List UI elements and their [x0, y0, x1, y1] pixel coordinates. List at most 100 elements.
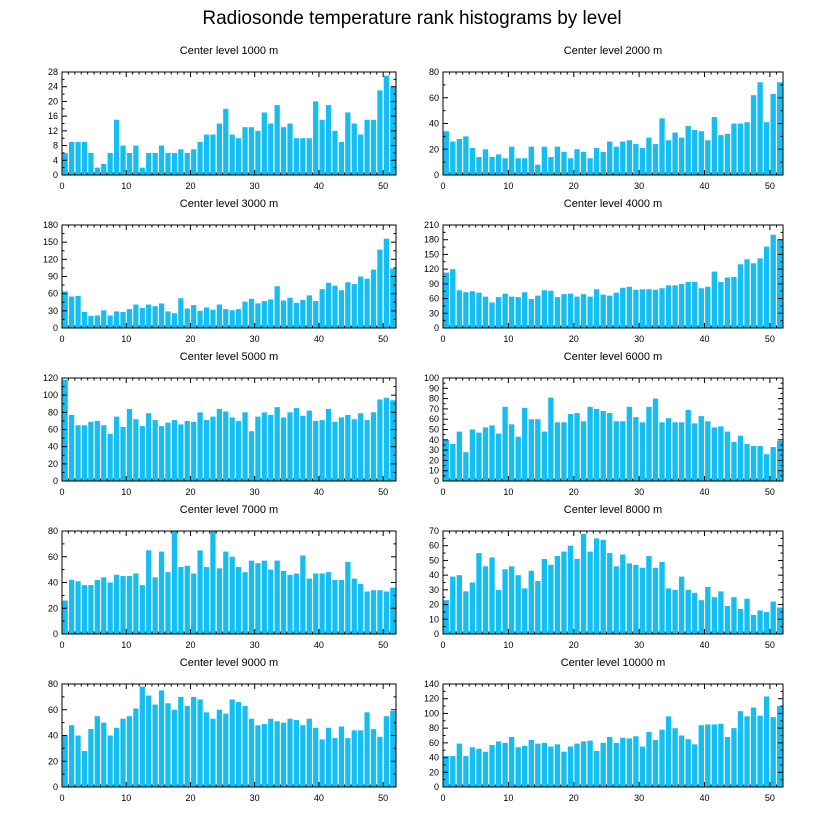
histogram-bar	[101, 722, 107, 788]
histogram-bar	[94, 315, 100, 328]
histogram-bar	[469, 147, 476, 175]
histogram-bar	[443, 756, 449, 787]
histogram-bar	[620, 421, 626, 481]
histogram-bar	[515, 747, 521, 787]
y-tick-label: 120	[424, 264, 439, 274]
x-tick-label: 40	[700, 793, 710, 803]
histogram-bar	[502, 569, 508, 634]
histogram-bar	[607, 141, 613, 175]
histogram-bar	[69, 141, 75, 175]
x-tick-label: 30	[634, 181, 644, 191]
histogram-bar	[502, 406, 508, 481]
histogram-bar	[325, 727, 332, 787]
histogram-bar	[685, 409, 691, 481]
y-tick-label: 100	[424, 373, 439, 383]
histogram-bar	[450, 443, 456, 481]
histogram-bar	[268, 123, 274, 175]
histogram-bar	[165, 703, 171, 787]
histogram-bar	[613, 421, 619, 481]
histogram-bar	[659, 729, 665, 787]
histogram-bar	[319, 573, 325, 634]
y-tick-label: 0	[53, 629, 58, 639]
histogram-bar	[152, 577, 158, 634]
histogram-bar	[223, 108, 229, 175]
histogram-bar	[101, 163, 107, 175]
histogram-bar	[476, 553, 482, 634]
histogram-bar	[587, 158, 593, 175]
histogram-bar	[731, 276, 737, 328]
histogram-bar	[377, 249, 383, 328]
histogram-bar	[171, 313, 178, 328]
histogram-bar	[639, 746, 646, 787]
x-tick-label: 50	[378, 640, 388, 650]
histogram-bar	[600, 410, 606, 481]
histogram-bar	[210, 134, 216, 175]
histogram-bar	[613, 292, 619, 328]
histogram-bar	[377, 590, 383, 634]
histogram-bar	[672, 422, 678, 481]
y-tick-label: 0	[53, 170, 58, 180]
histogram-bar	[587, 406, 593, 481]
histogram-bar	[81, 141, 88, 175]
histogram-bar	[724, 606, 731, 634]
histogram-bar	[107, 582, 113, 634]
histogram-bar	[548, 290, 554, 328]
x-tick-label: 40	[700, 487, 710, 497]
histogram-bar	[113, 119, 120, 175]
histogram-bar	[456, 743, 463, 787]
histogram-bar	[508, 424, 515, 481]
histogram-bar	[502, 293, 508, 328]
histogram-bar	[165, 422, 171, 481]
histogram-bar	[469, 747, 476, 787]
histogram-bar	[731, 441, 737, 481]
histogram-bar	[377, 90, 383, 175]
y-tick-label: 40	[429, 119, 439, 129]
histogram-bar	[210, 416, 216, 482]
histogram-bar	[450, 141, 456, 175]
histogram-bar	[139, 307, 145, 328]
y-tick-label: 0	[434, 476, 439, 486]
histogram-bar	[692, 744, 698, 787]
histogram-bar	[646, 289, 652, 328]
panel-title: Center level 3000 m	[179, 198, 279, 210]
histogram-chart: 0 10 20 30 40 50 0 20 40 60 80 100 120	[43, 373, 397, 497]
histogram-bar	[724, 431, 731, 481]
histogram-bar	[672, 589, 678, 634]
histogram-bar	[626, 406, 633, 481]
histogram-bar	[456, 138, 463, 175]
histogram-bar	[178, 567, 184, 634]
histogram-bar	[171, 152, 178, 175]
histogram-bar	[456, 290, 463, 328]
histogram-bar	[567, 158, 574, 175]
x-tick-label: 30	[634, 640, 644, 650]
x-tick-label: 50	[765, 640, 775, 650]
histogram-bar	[482, 566, 489, 634]
histogram-bar	[216, 709, 222, 787]
histogram-bar	[633, 289, 639, 328]
y-tick-label: 8	[53, 141, 58, 151]
histogram-bar	[698, 725, 704, 787]
histogram-bar	[678, 137, 685, 175]
histogram-bar	[777, 440, 783, 481]
histogram-bar	[705, 586, 711, 634]
y-tick-label: 20	[48, 603, 58, 613]
histogram-bar	[293, 302, 300, 328]
histogram-bar	[390, 711, 396, 787]
histogram-bar	[165, 311, 171, 328]
histogram-bar	[203, 307, 210, 328]
histogram-bar	[113, 311, 120, 328]
histogram-bar	[152, 306, 158, 328]
histogram-bar	[777, 706, 783, 787]
histogram-bar	[737, 711, 744, 787]
histogram-bar	[338, 417, 345, 481]
histogram-bar	[535, 164, 541, 175]
histogram-bar	[178, 424, 184, 481]
histogram-bar	[390, 268, 396, 328]
histogram-bar	[580, 741, 587, 787]
histogram-bar	[633, 564, 639, 634]
x-tick-label: 20	[569, 793, 579, 803]
x-tick-label: 20	[185, 487, 195, 497]
histogram-bar	[541, 558, 548, 634]
panel-title: Center level 4000 m	[563, 198, 663, 210]
histogram-bar	[692, 281, 698, 328]
